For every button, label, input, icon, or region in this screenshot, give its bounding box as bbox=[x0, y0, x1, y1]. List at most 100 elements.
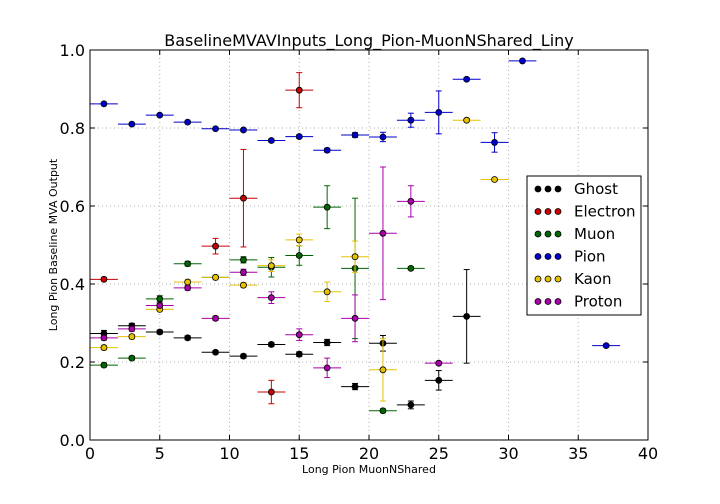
proton-data-point bbox=[295, 331, 303, 339]
x-tick-label: 0 bbox=[85, 444, 95, 463]
legend-marker-pion bbox=[554, 253, 562, 260]
pion-data-point bbox=[351, 131, 359, 139]
kaon-data-point bbox=[100, 344, 108, 351]
kaon-data-point bbox=[184, 278, 192, 286]
kaon-data-point bbox=[128, 333, 136, 341]
ghost-data-point bbox=[156, 328, 164, 336]
ghost-data-point bbox=[212, 348, 219, 356]
pion-data-point bbox=[602, 342, 610, 350]
proton-data-point bbox=[240, 268, 247, 276]
x-axis-label: Long Pion MuonNShared bbox=[302, 463, 436, 476]
series-electron bbox=[90, 72, 314, 405]
legend-label-electron: Electron bbox=[574, 203, 636, 221]
series-proton bbox=[90, 166, 453, 379]
legend-marker-pion bbox=[534, 253, 542, 260]
x-tick-label: 30 bbox=[498, 444, 518, 463]
pion-data-point bbox=[463, 75, 471, 83]
muon-data-point bbox=[100, 361, 108, 369]
proton-data-point bbox=[212, 314, 219, 322]
pion-data-point bbox=[295, 133, 303, 140]
pion-data-point bbox=[379, 133, 387, 141]
x-tick-label: 35 bbox=[568, 444, 588, 463]
proton-data-point bbox=[267, 294, 275, 302]
legend-marker-kaon bbox=[544, 275, 552, 283]
proton-data-point bbox=[100, 334, 108, 342]
proton-data-point bbox=[184, 284, 192, 292]
proton-data-point bbox=[379, 229, 387, 237]
pion-data-point bbox=[435, 109, 443, 116]
muon-data-point bbox=[379, 407, 387, 415]
legend-marker-proton bbox=[534, 298, 542, 305]
kaon-data-point bbox=[295, 236, 303, 244]
series-kaon bbox=[90, 116, 509, 402]
legend-marker-muon bbox=[544, 230, 552, 238]
legend-box bbox=[526, 175, 642, 316]
ghost-data-point bbox=[463, 312, 471, 320]
muon-data-point bbox=[128, 354, 136, 362]
electron-data-point bbox=[240, 194, 247, 202]
pion-data-point bbox=[407, 116, 415, 124]
electron-data-point bbox=[212, 242, 219, 250]
proton-data-point bbox=[323, 364, 331, 372]
muon-data-point bbox=[407, 264, 415, 272]
ghost-data-point bbox=[323, 339, 331, 346]
x-tick-label: 5 bbox=[155, 444, 165, 463]
pion-data-point bbox=[240, 126, 247, 134]
electron-data-point bbox=[295, 86, 303, 94]
legend-marker-ghost bbox=[554, 185, 562, 193]
ghost-data-point bbox=[435, 376, 443, 384]
y-axis-label: Long Pion Baseline MVA Output bbox=[47, 158, 60, 331]
y-tick-label: 0.6 bbox=[60, 197, 85, 216]
legend: Ghost Electron Muon Pion Kaon Proton bbox=[526, 175, 642, 316]
legend-marker-muon bbox=[554, 230, 562, 238]
data-series bbox=[90, 57, 621, 415]
pion-data-point bbox=[323, 146, 331, 154]
kaon-data-point bbox=[267, 262, 275, 270]
x-tick-label: 40 bbox=[638, 444, 658, 463]
legend-marker-proton bbox=[554, 298, 562, 305]
pion-data-point bbox=[128, 120, 136, 128]
kaon-data-point bbox=[240, 281, 247, 289]
kaon-data-point bbox=[491, 176, 498, 183]
legend-label-muon: Muon bbox=[574, 225, 615, 243]
legend-marker-muon bbox=[534, 230, 542, 238]
chart-title: BaselineMVAVInputs_Long_Pion-MuonNShared… bbox=[164, 31, 574, 51]
legend-marker-electron bbox=[544, 208, 552, 215]
y-tick-label: 0.2 bbox=[60, 353, 85, 372]
muon-data-point bbox=[240, 256, 247, 264]
axis-ticks: 0 5 10 15 20 25 30 35 40 0.0 0.2 0.4 0.6 0.8 1.0 bbox=[60, 41, 659, 463]
x-tick-label: 25 bbox=[429, 444, 449, 463]
y-tick-label: 0.8 bbox=[60, 119, 85, 138]
ghost-data-point bbox=[407, 401, 415, 409]
proton-data-point bbox=[351, 314, 359, 322]
kaon-data-point bbox=[323, 288, 331, 296]
legend-marker-proton bbox=[544, 298, 552, 305]
legend-marker-electron bbox=[554, 208, 562, 215]
legend-marker-electron bbox=[534, 208, 542, 215]
pion-data-point bbox=[184, 118, 192, 126]
y-tick-label: 0.4 bbox=[60, 275, 85, 294]
proton-data-point bbox=[435, 359, 443, 367]
pion-data-point bbox=[100, 100, 108, 108]
legend-label-proton: Proton bbox=[574, 293, 622, 311]
electron-data-point bbox=[100, 275, 108, 283]
proton-data-point bbox=[156, 302, 164, 309]
proton-data-point bbox=[407, 197, 415, 205]
ghost-data-point bbox=[295, 350, 303, 358]
legend-label-pion: Pion bbox=[574, 248, 606, 266]
y-tick-label: 0.0 bbox=[60, 431, 85, 450]
ghost-data-point bbox=[351, 383, 359, 390]
legend-label-ghost: Ghost bbox=[574, 180, 618, 198]
proton-data-point bbox=[128, 325, 136, 333]
x-tick-label: 10 bbox=[219, 444, 239, 463]
pion-data-point bbox=[212, 125, 219, 133]
ghost-data-point bbox=[267, 341, 275, 348]
series-pion bbox=[90, 57, 621, 350]
legend-marker-kaon bbox=[554, 275, 562, 283]
x-tick-label: 20 bbox=[359, 444, 379, 463]
pion-data-point bbox=[491, 139, 498, 146]
legend-marker-ghost bbox=[544, 185, 552, 193]
muon-data-point bbox=[184, 260, 192, 268]
legend-marker-ghost bbox=[534, 185, 542, 193]
